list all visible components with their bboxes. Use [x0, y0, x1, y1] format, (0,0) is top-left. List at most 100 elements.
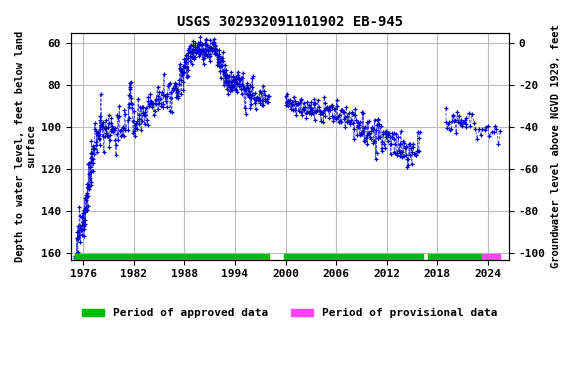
Point	[264, 93, 274, 99]
Point	[394, 134, 403, 140]
Point	[395, 148, 404, 154]
Point	[226, 69, 236, 75]
Point	[148, 100, 157, 106]
Y-axis label: Depth to water level, feet below land
surface: Depth to water level, feet below land su…	[15, 31, 37, 262]
Point	[323, 107, 332, 113]
Point	[211, 50, 220, 56]
Point	[327, 103, 336, 109]
Point	[415, 129, 425, 135]
Point	[76, 223, 85, 229]
Point	[137, 104, 146, 110]
Point	[88, 150, 97, 156]
Point	[232, 76, 241, 82]
Point	[251, 96, 260, 102]
Point	[118, 124, 127, 130]
Point	[287, 101, 296, 107]
Point	[243, 80, 252, 86]
Point	[157, 89, 166, 95]
Point	[293, 101, 302, 107]
Point	[107, 115, 116, 121]
Point	[90, 145, 99, 151]
Point	[127, 101, 137, 108]
Point	[214, 59, 223, 65]
Point	[262, 99, 271, 106]
Point	[145, 103, 154, 109]
Point	[226, 82, 235, 88]
Point	[320, 94, 329, 100]
Point	[450, 117, 460, 123]
Point	[207, 48, 217, 54]
Point	[335, 119, 344, 125]
Point	[236, 75, 245, 81]
Point	[192, 43, 201, 50]
Point	[189, 56, 198, 62]
Point	[103, 124, 112, 130]
Point	[289, 94, 298, 100]
Point	[408, 141, 417, 147]
Point	[367, 124, 376, 130]
Point	[408, 149, 417, 156]
Point	[88, 146, 97, 152]
Point	[378, 131, 388, 137]
Point	[250, 90, 259, 96]
Point	[448, 112, 457, 118]
Point	[205, 58, 214, 64]
Point	[397, 154, 407, 160]
Point	[348, 111, 357, 117]
Point	[316, 111, 325, 118]
Point	[455, 120, 464, 126]
Point	[309, 101, 318, 108]
Point	[395, 151, 404, 157]
Point	[411, 151, 420, 157]
Point	[371, 156, 380, 162]
Point	[143, 122, 152, 129]
Point	[172, 90, 181, 96]
Point	[227, 87, 236, 93]
Point	[188, 42, 198, 48]
Point	[188, 50, 198, 56]
Point	[414, 148, 423, 154]
Point	[453, 109, 462, 115]
Point	[238, 83, 247, 89]
Point	[383, 138, 392, 144]
Point	[263, 99, 272, 105]
Point	[164, 83, 173, 89]
Point	[195, 39, 204, 45]
Bar	[284, 255, 423, 259]
Point	[172, 94, 181, 101]
Point	[84, 184, 93, 190]
Point	[349, 136, 358, 142]
Point	[174, 81, 183, 87]
Point	[106, 128, 115, 134]
Point	[230, 78, 239, 84]
Point	[76, 239, 85, 245]
Point	[390, 150, 399, 156]
Point	[191, 50, 200, 56]
Point	[113, 112, 122, 118]
Point	[362, 119, 372, 126]
Point	[170, 80, 179, 86]
Point	[346, 121, 355, 127]
Point	[194, 53, 203, 59]
Point	[446, 126, 456, 132]
Point	[72, 235, 81, 241]
Point	[340, 109, 349, 115]
Point	[80, 205, 89, 212]
Point	[355, 132, 364, 138]
Point	[306, 111, 316, 117]
Point	[222, 79, 232, 85]
Point	[456, 122, 465, 128]
Point	[76, 226, 85, 232]
Point	[380, 141, 389, 147]
Point	[263, 93, 272, 99]
Point	[194, 40, 203, 46]
Point	[113, 137, 123, 143]
Point	[97, 121, 107, 127]
Point	[222, 71, 232, 78]
Point	[109, 125, 118, 131]
Point	[399, 153, 408, 159]
Point	[172, 86, 181, 93]
Point	[126, 93, 135, 99]
Point	[213, 54, 222, 60]
Point	[93, 132, 102, 138]
